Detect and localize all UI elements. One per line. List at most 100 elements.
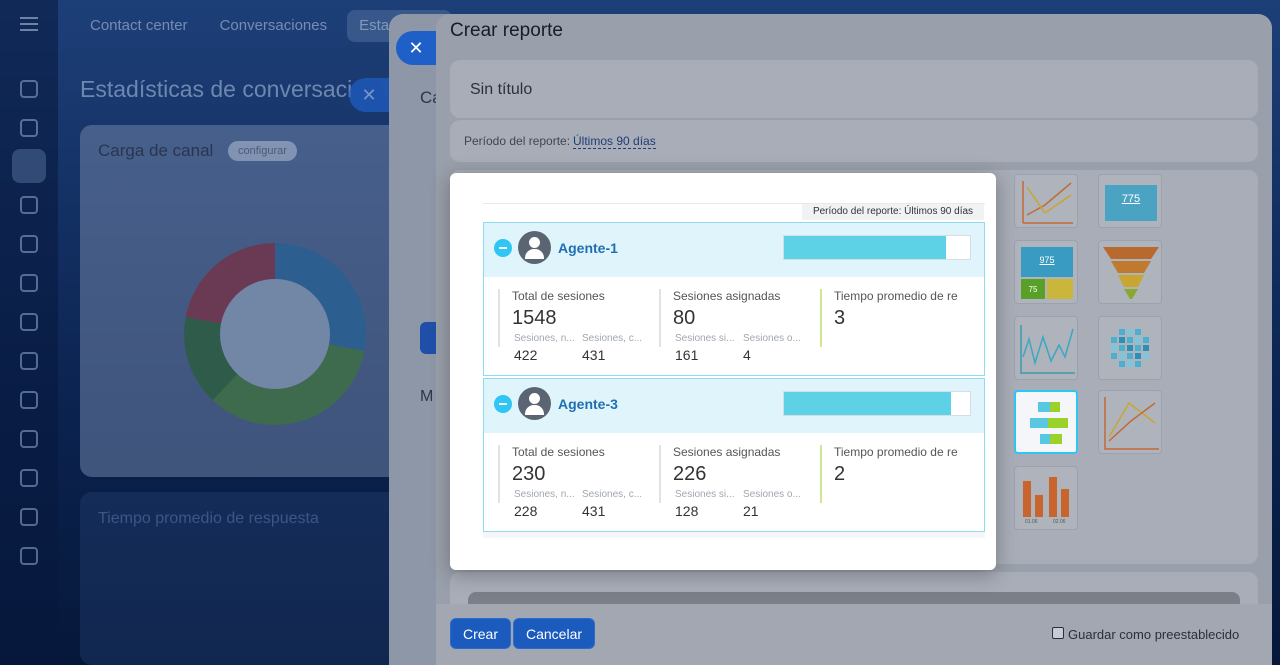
save-preset-label[interactable]: Guardar como preestablecido — [1068, 627, 1240, 642]
stat-assigned-sessions: Sesiones asignadas 80 Sesiones si... Ses… — [659, 289, 807, 363]
line-graph-thumbnail[interactable] — [1014, 316, 1078, 380]
bar-chart-label-1: 01.06 — [1025, 519, 1038, 525]
bar-chart-thumbnail[interactable]: 01.06 02.06 — [1014, 466, 1078, 530]
calendar-icon[interactable] — [20, 352, 38, 370]
agent-progress-bar — [783, 391, 971, 416]
tile-widget-small: 75 — [1028, 285, 1038, 294]
agent-card: Agente-3 Total de sesiones 230 Sesiones,… — [483, 378, 985, 532]
sub-stat-value: 128 — [675, 503, 699, 519]
agent-comparison-thumbnail[interactable] — [1014, 390, 1078, 454]
collapse-icon[interactable] — [494, 239, 512, 257]
agent-name[interactable]: Agente-3 — [558, 396, 618, 412]
card-title: Tiempo promedio de respuesta — [98, 510, 319, 527]
inbox-icon[interactable] — [20, 196, 38, 214]
chat-icon[interactable] — [20, 80, 38, 98]
trend-chart-icon — [1104, 397, 1159, 450]
preview-header-divider — [483, 182, 985, 204]
trend-chart-thumbnail[interactable] — [1098, 390, 1162, 454]
stat-label: Total de sesiones — [512, 289, 605, 303]
bar-chart-label-2: 02.06 — [1053, 519, 1066, 525]
line-graph-icon — [1020, 325, 1075, 374]
close-icon[interactable]: ✕ — [349, 78, 389, 112]
stat-label: Sesiones asignadas — [673, 445, 781, 459]
drive-icon[interactable] — [20, 391, 38, 409]
line-chart-icon — [1022, 181, 1073, 224]
cancel-button[interactable]: Cancelar — [513, 618, 596, 649]
tab-conversations[interactable]: Conversaciones — [219, 17, 328, 34]
bar-chart-icon — [1023, 477, 1069, 517]
left-navigation — [0, 0, 58, 665]
sub-stat-value: 4 — [743, 347, 751, 363]
report-name-input[interactable]: Sin título — [450, 60, 1258, 118]
collapse-icon[interactable] — [494, 395, 512, 413]
tile-widget-thumbnail[interactable]: 975 75 — [1014, 240, 1078, 304]
stat-label: Sesiones asignadas — [673, 289, 781, 303]
tile-widget-icon — [1021, 247, 1073, 277]
sites-icon[interactable] — [20, 547, 38, 565]
sub-stat-value: 21 — [743, 503, 759, 519]
settings-icon[interactable] — [20, 430, 38, 448]
agent-name[interactable]: Agente-1 — [558, 240, 618, 256]
preview-period-label: Período del reporte: Últimos 90 días — [802, 204, 984, 220]
documents-icon[interactable] — [20, 469, 38, 487]
sub-stat-label: Sesiones si... — [675, 333, 735, 344]
stat-value: 230 — [512, 463, 546, 485]
heatmap-thumbnail[interactable] — [1098, 316, 1162, 380]
tile-widget-value: 975 — [1039, 255, 1055, 265]
stat-label: Total de sesiones — [512, 445, 605, 459]
menu-icon[interactable] — [20, 17, 38, 31]
agent-card: Agente-1 Total de sesiones 1548 Sesiones… — [483, 222, 985, 376]
stat-total-sessions: Total de sesiones 1548 Sesiones, n... Se… — [498, 289, 646, 363]
sub-stat-value: 161 — [675, 347, 699, 363]
sub-stat-value: 431 — [582, 347, 606, 363]
tab-contact-center[interactable]: Contact center — [90, 17, 188, 34]
avatar — [518, 231, 551, 264]
stat-assigned-sessions: Sesiones asignadas 226 Sesiones si... Se… — [659, 445, 807, 519]
analytics-icon[interactable] — [20, 235, 38, 253]
funnel-thumbnail[interactable] — [1098, 240, 1162, 304]
stat-label: Tiempo promedio de re — [834, 289, 958, 303]
close-icon[interactable]: ✕ — [396, 31, 436, 65]
stat-value: 2 — [834, 463, 846, 485]
stat-value: 226 — [673, 463, 707, 485]
donut-chart — [184, 243, 366, 425]
configure-button[interactable]: configurar — [228, 141, 297, 161]
agent-progress-fill — [784, 236, 946, 259]
stat-avg-time: Tiempo promedio de re 3 — [820, 289, 970, 347]
agent-header: Agente-1 — [484, 223, 984, 277]
period-label: Período del reporte: — [464, 134, 571, 148]
period-link[interactable]: Últimos 90 días — [573, 134, 656, 149]
save-preset-checkbox[interactable] — [1052, 627, 1064, 639]
stat-value: 3 — [834, 307, 846, 329]
crm-icon[interactable] — [12, 149, 46, 183]
stat-value: 1548 — [512, 307, 557, 329]
number-widget-icon — [1105, 185, 1157, 221]
sub-stat-label: Sesiones o... — [743, 333, 801, 344]
number-widget-thumbnail[interactable]: 775 — [1098, 174, 1162, 228]
sub-stat-label: Sesiones, c... — [582, 333, 643, 344]
heatmap-icon — [1111, 329, 1149, 367]
create-button[interactable]: Crear — [450, 618, 512, 649]
sub-stat-label: Sesiones o... — [743, 489, 801, 500]
stat-label: Tiempo promedio de re — [834, 445, 958, 459]
number-widget-value: 775 — [1121, 193, 1141, 205]
mail-icon[interactable] — [20, 313, 38, 331]
panel-title: Crear reporte — [450, 20, 563, 41]
card-title: Carga de canal — [98, 141, 214, 160]
sign-icon[interactable] — [20, 508, 38, 526]
panel-button-fragment[interactable] — [420, 322, 438, 354]
tile-yellow — [1047, 279, 1073, 299]
sub-stat-label: Sesiones, n... — [514, 489, 575, 500]
stat-avg-time: Tiempo promedio de re 2 — [820, 445, 970, 503]
cart-icon[interactable] — [20, 274, 38, 292]
line-chart-thumbnail[interactable] — [1014, 174, 1078, 228]
period-field: Período del reporte: Últimos 90 días — [450, 120, 1258, 162]
sub-stat-value: 431 — [582, 503, 606, 519]
agent-progress-fill — [784, 392, 952, 415]
tasks-icon[interactable] — [20, 119, 38, 137]
sub-stat-label: Sesiones si... — [675, 489, 735, 500]
report-name-placeholder: Sin título — [470, 81, 533, 98]
funnel-icon — [1103, 247, 1159, 299]
preview-bottom-edge — [483, 532, 985, 538]
stat-value: 80 — [673, 307, 696, 329]
